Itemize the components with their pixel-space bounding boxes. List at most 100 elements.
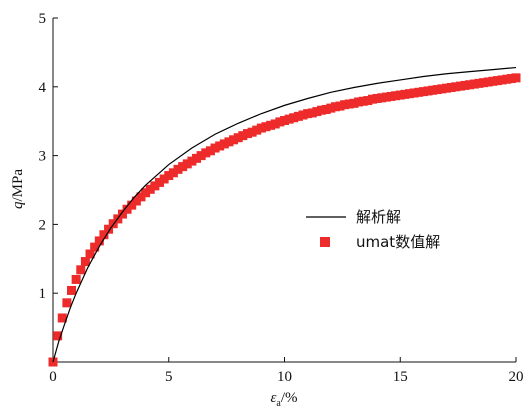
scatter-point bbox=[80, 257, 90, 267]
scatter-point bbox=[284, 114, 294, 124]
scatter-point bbox=[99, 230, 109, 240]
scatter-point bbox=[192, 153, 202, 163]
scatter-point bbox=[400, 89, 410, 99]
scatter-point bbox=[154, 177, 164, 187]
scatter-point bbox=[117, 209, 127, 219]
scatter-point bbox=[492, 76, 502, 86]
scatter-point bbox=[432, 85, 442, 95]
analytical-curve bbox=[52, 66, 517, 363]
scatter-point bbox=[53, 331, 63, 341]
scatter-point bbox=[367, 94, 377, 104]
legend-label-numerical: umat数值解 bbox=[356, 233, 440, 251]
scatter-point bbox=[266, 120, 276, 130]
legend-label-analytical: 解析解 bbox=[356, 208, 401, 226]
scatter-point bbox=[57, 313, 67, 323]
scatter-point bbox=[275, 117, 285, 127]
scatter-point bbox=[150, 181, 160, 191]
scatter-point bbox=[511, 73, 521, 83]
scatter-point bbox=[238, 131, 248, 141]
y-tick-label: 1 bbox=[39, 286, 47, 302]
scatter-point bbox=[428, 85, 438, 95]
scatter-point bbox=[372, 93, 382, 103]
scatter-point bbox=[469, 79, 479, 89]
y-tick-label: 5 bbox=[39, 11, 47, 27]
y-axis-label: q/MPa bbox=[10, 169, 26, 209]
scatter-point bbox=[488, 76, 498, 86]
y-tick-label: 4 bbox=[39, 80, 47, 96]
scatter-point bbox=[224, 137, 234, 147]
scatter-point bbox=[293, 111, 303, 121]
scatter-point bbox=[455, 81, 465, 91]
scatter-point bbox=[307, 108, 317, 118]
scatter-point bbox=[465, 80, 475, 90]
scatter-point bbox=[145, 184, 155, 194]
scatter-point bbox=[418, 87, 428, 97]
scatter-point bbox=[474, 78, 484, 88]
scatter-point bbox=[460, 80, 470, 90]
scatter-point bbox=[159, 174, 169, 184]
scatter-point bbox=[85, 249, 95, 259]
scatter-point bbox=[233, 133, 243, 143]
scatter-point bbox=[330, 102, 340, 112]
scatter-point bbox=[377, 93, 387, 103]
scatter-point bbox=[312, 107, 322, 117]
chart-axes bbox=[52, 18, 516, 363]
scatter-point bbox=[256, 123, 266, 133]
scatter-point bbox=[335, 101, 345, 111]
scatter-point bbox=[62, 298, 72, 308]
scatter-point bbox=[349, 98, 359, 108]
scatter-point bbox=[187, 156, 197, 166]
scatter-point bbox=[252, 125, 262, 135]
x-tick-label: 15 bbox=[393, 369, 408, 385]
scatter-point bbox=[405, 89, 415, 99]
scatter-point bbox=[479, 78, 489, 88]
scatter-point bbox=[386, 91, 396, 101]
scatter-point bbox=[219, 139, 229, 149]
x-axis-label: εa/% bbox=[270, 390, 297, 409]
scatter-point bbox=[173, 164, 183, 174]
scatter-point bbox=[215, 141, 225, 151]
scatter-point bbox=[168, 168, 178, 178]
scatter-point bbox=[344, 99, 354, 109]
scatter-point bbox=[196, 151, 206, 161]
scatter-point bbox=[381, 92, 391, 102]
scatter-point bbox=[442, 83, 452, 93]
scatter-point bbox=[201, 148, 211, 158]
scatter-point bbox=[229, 135, 239, 145]
scatter-point bbox=[205, 146, 215, 156]
scatter-point bbox=[483, 77, 493, 87]
scatter-point bbox=[280, 116, 289, 126]
scatter-point bbox=[178, 162, 188, 172]
scatter-point bbox=[90, 242, 100, 252]
scatter-point bbox=[409, 88, 419, 98]
scatter-point bbox=[164, 171, 174, 181]
scatter-point bbox=[131, 196, 141, 206]
scatter-point bbox=[506, 74, 516, 84]
scatter-series bbox=[48, 73, 521, 367]
scatter-point bbox=[414, 87, 424, 97]
scatter-point bbox=[363, 96, 373, 106]
scatter-point bbox=[94, 236, 104, 246]
scatter-point bbox=[358, 96, 368, 106]
scatter-point bbox=[437, 84, 447, 94]
scatter-point bbox=[270, 119, 280, 129]
scatter-point bbox=[423, 86, 433, 96]
y-axis-ticks: 1 2 3 4 5 bbox=[39, 11, 58, 302]
scatter-point bbox=[502, 74, 512, 84]
scatter-point bbox=[451, 82, 461, 92]
scatter-point bbox=[303, 109, 313, 119]
scatter-point bbox=[247, 127, 257, 137]
scatter-point bbox=[391, 91, 401, 101]
scatter-point bbox=[104, 224, 114, 234]
scatter-point bbox=[446, 82, 456, 92]
scatter-point bbox=[127, 200, 137, 210]
scatter-point bbox=[136, 192, 146, 202]
scatter-point bbox=[326, 103, 336, 113]
legend: 解析解 umat数值解 bbox=[306, 208, 440, 251]
x-tick-label: 5 bbox=[165, 369, 173, 385]
scatter-point bbox=[354, 97, 364, 107]
scatter-point bbox=[340, 100, 350, 110]
scatter-point bbox=[122, 204, 132, 214]
legend-swatch-numerical bbox=[320, 237, 330, 247]
